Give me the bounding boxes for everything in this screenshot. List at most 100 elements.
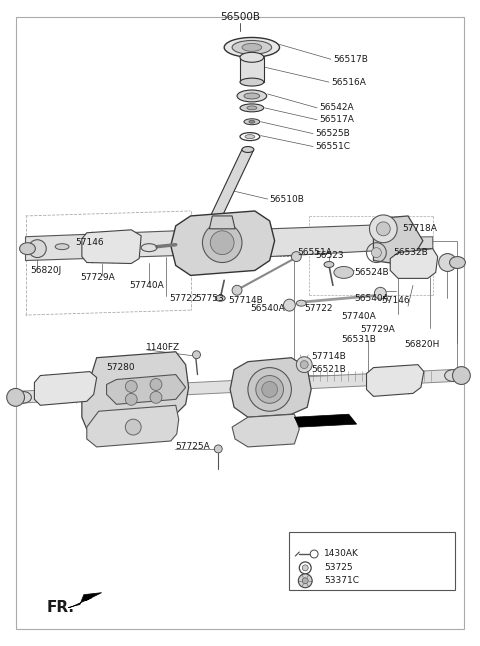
Text: 56525B: 56525B [315, 129, 350, 138]
Text: 56540A: 56540A [250, 304, 285, 313]
Polygon shape [87, 405, 179, 447]
Circle shape [192, 351, 201, 359]
Polygon shape [204, 149, 254, 229]
Polygon shape [82, 352, 189, 434]
Text: 53371C: 53371C [324, 576, 359, 585]
Ellipse shape [55, 244, 69, 249]
Polygon shape [209, 216, 235, 229]
Circle shape [302, 565, 308, 571]
Ellipse shape [296, 300, 306, 306]
Bar [289, 532, 456, 590]
Text: 56542A: 56542A [319, 103, 354, 112]
Polygon shape [107, 375, 186, 404]
Circle shape [150, 391, 162, 403]
Circle shape [203, 223, 242, 262]
Polygon shape [16, 370, 454, 403]
Text: 56820H: 56820H [404, 340, 440, 349]
Text: 57753: 57753 [195, 294, 224, 303]
Text: 56551A: 56551A [297, 248, 332, 257]
Polygon shape [171, 211, 275, 275]
Text: 56517B: 56517B [333, 55, 368, 64]
Circle shape [256, 375, 284, 403]
Polygon shape [68, 592, 102, 607]
Ellipse shape [240, 52, 264, 62]
Circle shape [7, 388, 24, 406]
Text: 56516A: 56516A [331, 78, 366, 87]
Ellipse shape [247, 106, 257, 110]
Ellipse shape [204, 225, 216, 231]
Text: 56540A: 56540A [355, 294, 389, 303]
Bar [294, 241, 457, 375]
Circle shape [150, 379, 162, 390]
Ellipse shape [216, 295, 225, 301]
Polygon shape [25, 236, 433, 255]
Circle shape [372, 247, 381, 258]
Text: FR.: FR. [46, 600, 74, 615]
Circle shape [300, 360, 308, 369]
Circle shape [125, 380, 137, 392]
Text: 57718A: 57718A [402, 224, 437, 233]
Circle shape [370, 215, 397, 243]
Circle shape [374, 287, 386, 299]
Ellipse shape [324, 262, 334, 267]
Text: 56517A: 56517A [319, 115, 354, 124]
Text: 56500B: 56500B [220, 12, 260, 22]
Ellipse shape [245, 134, 255, 139]
Polygon shape [240, 57, 264, 82]
Text: 57740A: 57740A [341, 311, 375, 320]
Ellipse shape [13, 391, 32, 403]
Polygon shape [270, 225, 378, 256]
Circle shape [296, 357, 312, 373]
Circle shape [453, 367, 470, 384]
Ellipse shape [232, 41, 272, 54]
Polygon shape [232, 414, 300, 447]
Text: 56524B: 56524B [355, 268, 389, 277]
Ellipse shape [244, 93, 260, 99]
Text: 56551C: 56551C [315, 142, 350, 151]
Text: 57725A: 57725A [176, 443, 211, 452]
Polygon shape [373, 216, 423, 266]
Circle shape [262, 382, 277, 397]
Text: 57740A: 57740A [129, 281, 164, 290]
Text: 56532B: 56532B [393, 248, 428, 257]
Ellipse shape [249, 120, 255, 123]
Ellipse shape [450, 256, 466, 269]
Circle shape [125, 393, 137, 405]
Text: 57146: 57146 [75, 238, 104, 247]
Circle shape [248, 368, 291, 412]
Ellipse shape [240, 78, 264, 86]
Circle shape [210, 231, 234, 255]
Circle shape [302, 578, 308, 584]
Text: 57729A: 57729A [360, 326, 396, 335]
Circle shape [232, 286, 242, 295]
Text: 56531B: 56531B [341, 335, 376, 344]
Polygon shape [35, 371, 96, 405]
Ellipse shape [334, 267, 354, 278]
Text: 1430AK: 1430AK [324, 550, 359, 559]
Text: 56510B: 56510B [270, 194, 304, 203]
Text: 56521B: 56521B [311, 365, 346, 374]
Ellipse shape [244, 119, 260, 125]
Text: 57714B: 57714B [311, 352, 346, 361]
Ellipse shape [242, 43, 262, 51]
Text: 57714B: 57714B [228, 296, 263, 305]
Ellipse shape [444, 370, 462, 382]
Text: 57729A: 57729A [80, 273, 115, 282]
Circle shape [125, 419, 141, 435]
Text: 57722: 57722 [169, 294, 197, 303]
Polygon shape [25, 231, 176, 260]
Polygon shape [294, 414, 357, 427]
Circle shape [28, 240, 46, 258]
Circle shape [284, 299, 295, 311]
Text: 53725: 53725 [324, 563, 353, 572]
Text: 57146: 57146 [381, 296, 410, 305]
Ellipse shape [240, 104, 264, 112]
Text: 57722: 57722 [304, 304, 333, 313]
Polygon shape [367, 364, 424, 397]
Text: 57280: 57280 [107, 363, 135, 372]
Text: 1140FZ: 1140FZ [146, 343, 180, 352]
Ellipse shape [242, 147, 254, 152]
Text: 56820J: 56820J [30, 266, 62, 275]
Circle shape [376, 222, 390, 236]
Polygon shape [230, 358, 311, 417]
